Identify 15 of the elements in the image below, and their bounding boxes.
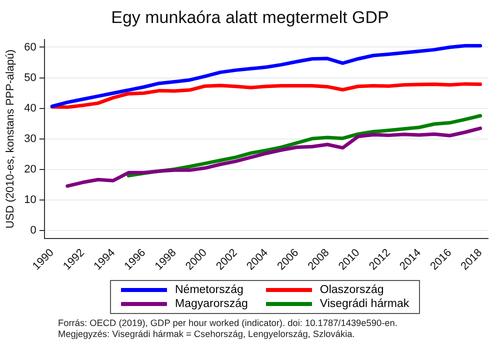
text: Forrás: OECD (2019), GDP per hour worked (indicator). doi: 10.1787/1439e590-en. xyxy=(58,318,398,329)
y-axis-title: USD (2010-es, konstans PPP-alapú) xyxy=(4,49,17,229)
legend-label: Magyarország xyxy=(175,298,248,310)
y-tick-label: 60 xyxy=(24,41,36,54)
text: Megjegyzés: Visegrádi hármak = Csehország, Lengyelország, Szlovákia. xyxy=(58,329,356,340)
y-tick-label: 20 xyxy=(24,164,36,176)
y-tick-label: 0 xyxy=(30,224,36,237)
y-tick-label: 30 xyxy=(24,133,36,146)
y-tick-label: 40 xyxy=(24,102,36,114)
legend-label: Olaszország xyxy=(320,284,384,296)
legend-label: Németország xyxy=(175,284,244,296)
legend-label: Visegrádi hármak xyxy=(320,298,410,310)
chart-title: Egy munkaóra alatt megtermelt GDP xyxy=(110,8,390,29)
y-tick-label: 10 xyxy=(24,194,36,206)
y-tick-label: 50 xyxy=(24,72,36,84)
